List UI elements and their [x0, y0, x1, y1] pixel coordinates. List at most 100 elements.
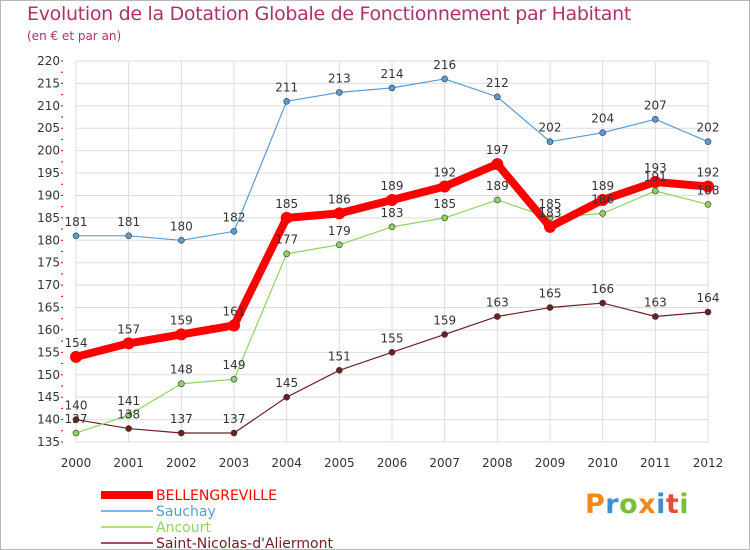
data-point — [336, 241, 343, 249]
y-tick-label: 195 — [37, 166, 60, 180]
y-tick-label: 160 — [37, 323, 60, 337]
data-point — [494, 196, 501, 204]
data-point — [704, 201, 712, 208]
data-label: 189 — [486, 179, 509, 193]
legend-label: Ancourt — [156, 520, 211, 536]
data-point — [649, 176, 662, 189]
data-point — [704, 308, 712, 316]
data-point — [228, 319, 240, 332]
data-point — [230, 228, 238, 235]
proxiti-logo: Proxiti — [585, 489, 689, 520]
data-point — [125, 425, 132, 432]
chart-subtitle: (en € et par an) — [27, 29, 122, 43]
data-label: 186 — [591, 192, 614, 206]
data-label: 186 — [328, 192, 351, 206]
y-tick-label: 205 — [37, 121, 60, 135]
data-label: 180 — [170, 219, 193, 233]
data-point — [280, 211, 293, 224]
y-tick-label: 220 — [37, 54, 60, 68]
data-label: 192 — [433, 166, 456, 180]
data-label: 151 — [328, 349, 351, 363]
y-tick-label: 140 — [37, 413, 60, 427]
data-label: 183 — [539, 206, 562, 220]
data-point — [441, 331, 448, 338]
data-label: 166 — [591, 282, 614, 296]
y-tick-label: 190 — [37, 188, 60, 202]
data-label: 185 — [433, 197, 456, 211]
data-label: 189 — [381, 179, 404, 193]
data-label: 213 — [328, 71, 351, 85]
data-point — [702, 180, 714, 193]
data-point — [388, 223, 396, 231]
data-point — [652, 313, 659, 320]
data-point — [441, 214, 448, 222]
data-label: 148 — [170, 363, 193, 377]
data-label: 137 — [65, 412, 88, 426]
data-point — [333, 207, 346, 220]
data-point — [494, 313, 501, 320]
data-label: 159 — [170, 313, 193, 327]
data-label: 193 — [644, 161, 667, 175]
data-point — [336, 366, 343, 374]
data-label: 145 — [275, 376, 298, 390]
data-label: 138 — [117, 408, 140, 422]
y-tick-label: 210 — [37, 99, 60, 113]
data-label: 161 — [223, 304, 246, 318]
data-point — [230, 429, 238, 437]
x-tick-label: 2000 — [61, 456, 92, 470]
y-tick-label: 135 — [37, 435, 60, 449]
data-point — [441, 75, 448, 83]
legend-label: Sauchay — [156, 504, 216, 520]
data-point — [388, 84, 396, 92]
x-tick-label: 2009 — [535, 456, 566, 470]
logo-letter: i — [679, 489, 690, 520]
data-point — [125, 411, 132, 419]
logo-letter: o — [619, 489, 639, 520]
chart-title: Evolution de la Dotation Globale de Fonc… — [27, 3, 632, 25]
data-point — [599, 129, 606, 137]
data-label: 177 — [275, 233, 298, 247]
logo-letter: r — [605, 489, 620, 520]
x-tick-label: 2004 — [271, 456, 302, 470]
data-label: 183 — [381, 206, 404, 220]
data-point — [70, 350, 82, 363]
data-label: 211 — [275, 80, 298, 94]
data-point — [178, 429, 185, 437]
data-label: 155 — [381, 331, 404, 345]
data-point — [283, 393, 290, 401]
data-label: 185 — [539, 197, 562, 211]
y-tick-label: 180 — [37, 233, 60, 247]
data-point — [178, 236, 185, 244]
data-label: 179 — [328, 224, 351, 238]
data-point — [544, 220, 556, 233]
x-tick-label: 2007 — [429, 456, 460, 470]
logo-letter: x — [638, 489, 657, 520]
data-label: 141 — [117, 394, 140, 408]
data-label: 159 — [433, 313, 456, 327]
data-label: 163 — [644, 295, 667, 309]
y-tick-label: 185 — [37, 211, 60, 225]
data-point — [491, 158, 504, 171]
x-tick-label: 2010 — [587, 456, 618, 470]
data-point — [336, 89, 343, 96]
data-label: 207 — [644, 98, 667, 112]
data-label: 140 — [65, 399, 88, 413]
data-label: 185 — [275, 197, 298, 211]
y-tick-label: 155 — [37, 345, 60, 359]
data-point — [178, 380, 185, 388]
data-point — [72, 429, 80, 437]
y-tick-label: 165 — [37, 301, 60, 315]
data-label: 165 — [539, 287, 562, 301]
data-label: 137 — [223, 412, 246, 426]
x-tick-label: 2002 — [166, 456, 197, 470]
data-label: 204 — [591, 112, 614, 126]
x-tick-label: 2012 — [693, 456, 724, 470]
data-point — [494, 93, 501, 101]
data-label: 202 — [539, 121, 562, 135]
x-tick-label: 2003 — [219, 456, 250, 470]
x-tick-label: 2005 — [324, 456, 355, 470]
logo-letter: P — [585, 489, 606, 520]
data-label: 149 — [223, 358, 246, 372]
